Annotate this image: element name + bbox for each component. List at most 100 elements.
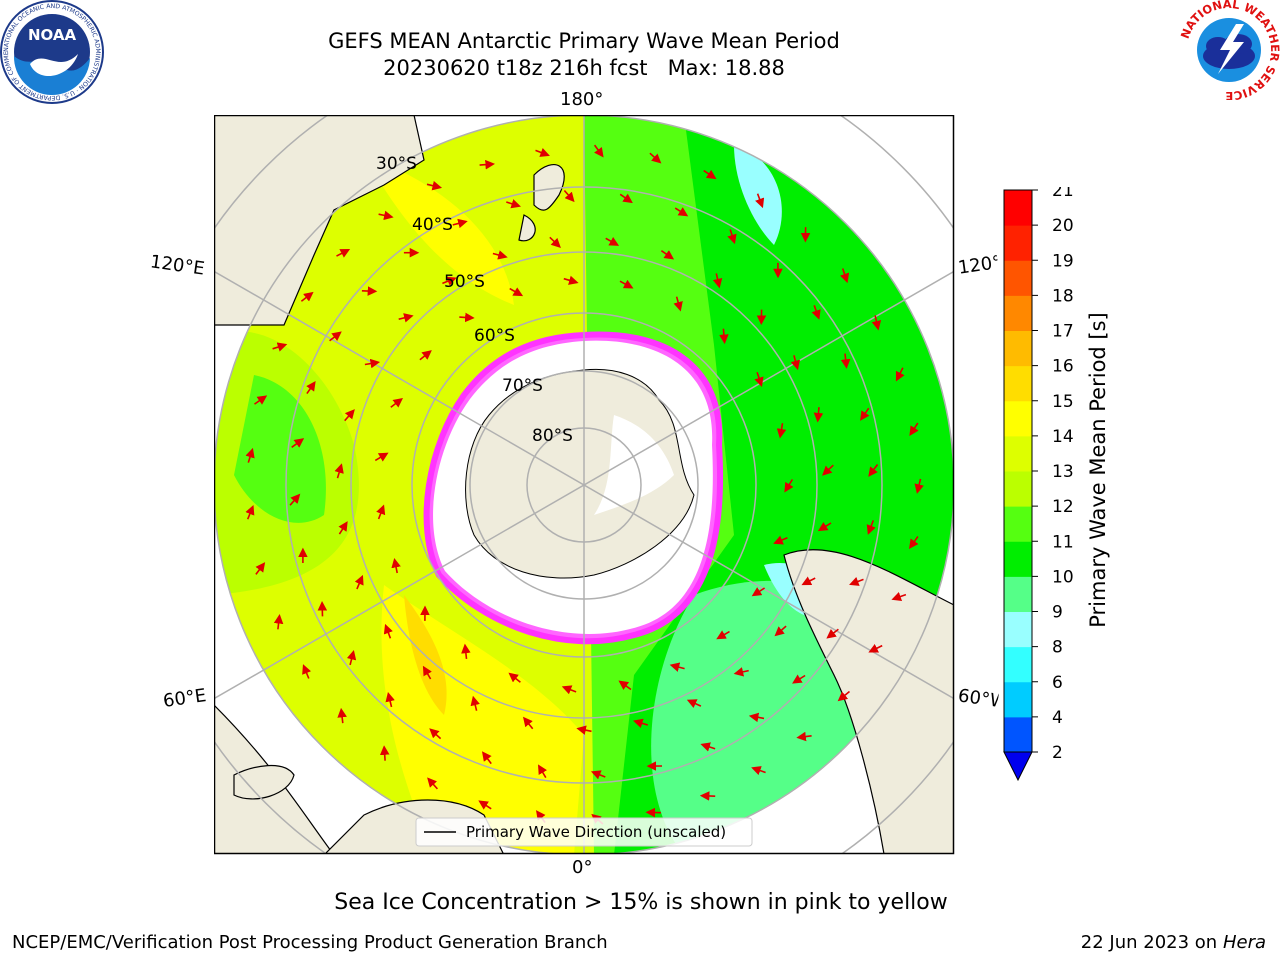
- colorbar-segment: [1004, 681, 1032, 718]
- wave-direction-arrow: [748, 712, 765, 723]
- noaa-logo-text: NOAA: [28, 26, 77, 44]
- wave-direction-arrow: [291, 438, 305, 448]
- nws-logo: NATIONAL WEATHER SERVICE: [1178, 0, 1280, 100]
- lat-label-60s: 60°S: [474, 326, 515, 346]
- wave-direction-arrow: [459, 312, 475, 323]
- sea-ice-caption: Sea Ice Concentration > 15% is shown in …: [334, 890, 948, 915]
- sea-ice-region: [423, 331, 724, 645]
- colorbar-tick-label: 12: [1052, 497, 1074, 517]
- colorbar-segment: [1004, 295, 1032, 331]
- wave-direction-arrow: [429, 728, 442, 740]
- lat-label-40s: 40°S: [412, 215, 453, 235]
- wave-direction-arrow: [727, 229, 737, 245]
- colorbar-extend-triangle: [1003, 751, 1033, 782]
- lat-label-30s: 30°S: [376, 154, 417, 174]
- footer-date-text: 22 Jun 2023 on: [1080, 932, 1218, 953]
- colorbar-segment: [1004, 576, 1032, 612]
- wave-direction-arrow: [826, 628, 839, 639]
- map-title: GEFS MEAN Antarctic Primary Wave Mean Pe…: [328, 29, 840, 53]
- colorbar-tick-label: 14: [1052, 427, 1074, 447]
- colorbar-tick-label: 11: [1052, 532, 1074, 552]
- colorbar-segment: [1004, 225, 1032, 261]
- wave-direction-arrow: [719, 328, 729, 345]
- wave-direction-arrow: [619, 279, 634, 289]
- wave-direction-arrow: [618, 680, 632, 691]
- colorbar: 2 4 6 8 9 10 11 12 13 14 15 16 17 18 19 20 21: [1003, 187, 1074, 782]
- wave-direction-arrows: [245, 144, 924, 825]
- wave-direction-arrow: [700, 742, 716, 752]
- wave-direction-arrow: [773, 535, 788, 545]
- colorbar-segment: [1004, 471, 1032, 507]
- wave-direction-arrow: [452, 218, 468, 229]
- colorbar-label: Primary Wave Mean Period [s]: [1086, 312, 1110, 628]
- wave-direction-arrow: [868, 643, 883, 653]
- wave-direction-arrow: [817, 522, 832, 532]
- wave-direction-arrow: [790, 355, 801, 371]
- wave-direction-arrow: [461, 643, 471, 659]
- colorbar-segment: [1004, 506, 1032, 542]
- wave-direction-arrow: [306, 381, 316, 395]
- wave-direction-arrow: [354, 574, 364, 590]
- wave-direction-arrow: [300, 291, 314, 302]
- wave-direction-arrow: [470, 695, 480, 711]
- wave-direction-arrow: [273, 614, 284, 630]
- lat-label-70s: 70°S: [502, 376, 543, 396]
- wave-direction-arrow: [605, 236, 620, 246]
- wave-direction-arrow: [909, 536, 919, 550]
- lon-label-0: 0°: [572, 857, 593, 878]
- wave-direction-arrow: [871, 315, 882, 331]
- wave-direction-arrow: [619, 193, 633, 204]
- wave-direction-arrow: [755, 193, 765, 209]
- wave-direction-arrow: [801, 576, 816, 586]
- wave-direction-arrow: [506, 199, 521, 209]
- wave-direction-arrow: [334, 463, 344, 479]
- colorbar-tick-label: 21: [1052, 187, 1074, 201]
- wave-direction-arrow: [254, 395, 268, 405]
- wave-direction-arrow: [774, 625, 787, 637]
- footer-date: 22 Jun 2023 on Hera: [1081, 932, 1266, 953]
- colorbar-tick-label: 9: [1052, 603, 1063, 623]
- colorbar-segment: [1004, 400, 1032, 437]
- wave-direction-arrow: [509, 287, 524, 297]
- colorbar-segment: [1004, 716, 1032, 753]
- wave-direction-arrow: [383, 623, 393, 639]
- colorbar-segment: [1004, 435, 1032, 472]
- wave-direction-arrow: [632, 718, 649, 728]
- wave-direction-arrow: [813, 407, 824, 423]
- polar-wave-period-map: 30°S 40°S 50°S 60°S 70°S 80°S Primary Wa…: [214, 115, 955, 855]
- wave-direction-arrow: [563, 275, 579, 285]
- wave-direction-arrow: [699, 791, 716, 801]
- colorbar-segment: [1004, 260, 1032, 296]
- colorbar-tick-label: 13: [1052, 462, 1074, 482]
- colorbar-segment: [1004, 541, 1032, 577]
- colorbar-segment: [1004, 611, 1032, 648]
- wave-direction-arrow: [479, 159, 495, 170]
- lon-label-180: 180°: [560, 89, 604, 110]
- wave-direction-arrow: [784, 479, 794, 493]
- wave-direction-arrow: [427, 777, 438, 790]
- wave-direction-arrow: [796, 731, 812, 742]
- wave-direction-arrow: [255, 562, 266, 575]
- lat-label-50s: 50°S: [444, 272, 485, 292]
- wave-direction-arrow: [866, 520, 876, 535]
- wave-direction-arrow: [379, 745, 390, 761]
- wave-direction-arrow: [391, 557, 401, 574]
- noaa-logo: NATIONAL OCEANIC AND ATMOSPHERIC ADMINIS…: [0, 0, 104, 104]
- colorbar-segment: [1004, 190, 1032, 226]
- wave-direction-arrow: [374, 452, 389, 462]
- wave-direction-arrow: [733, 667, 749, 677]
- colorbar-tick-label: 19: [1052, 251, 1074, 271]
- wave-direction-arrow: [649, 152, 662, 164]
- wave-direction-arrow: [508, 672, 521, 683]
- wave-direction-arrow: [302, 664, 312, 679]
- colorbar-tick-label: 18: [1052, 286, 1074, 306]
- wave-direction-arrow: [378, 210, 394, 221]
- wave-direction-arrow: [337, 707, 347, 724]
- lon-label-60e: 60°E: [161, 685, 208, 712]
- wave-direction-arrow: [822, 464, 834, 476]
- wave-direction-arrow: [751, 587, 766, 597]
- wave-direction-arrow: [669, 662, 685, 672]
- wave-direction-arrow: [716, 630, 730, 640]
- wave-direction-arrow: [895, 367, 905, 382]
- wave-direction-arrow: [549, 236, 561, 248]
